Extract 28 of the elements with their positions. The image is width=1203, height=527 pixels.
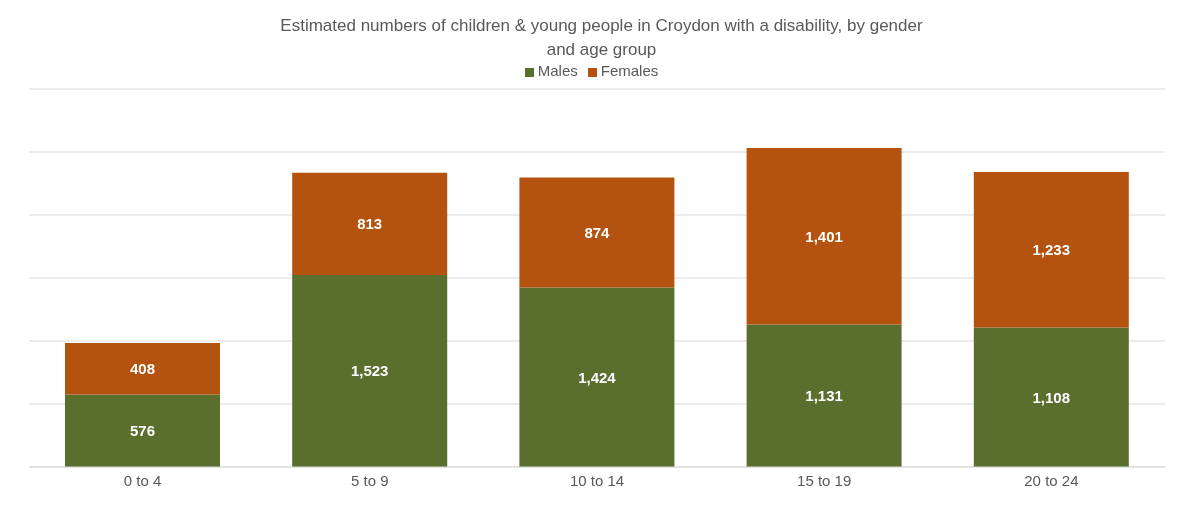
- data-label: 1,131: [805, 387, 843, 405]
- x-tick-label: 15 to 19: [797, 471, 852, 489]
- x-tick-label: 10 to 14: [569, 471, 625, 489]
- bar: [292, 172, 448, 276]
- bar: [292, 275, 448, 467]
- bar: [65, 343, 220, 395]
- x-tick-label: 5 to 9: [351, 471, 389, 489]
- data-label: 874: [584, 223, 611, 241]
- bar: [519, 177, 675, 288]
- data-label: 1,233: [1032, 241, 1071, 259]
- data-label: 576: [129, 422, 156, 440]
- bar: [519, 287, 675, 467]
- legend-label: Females: [600, 62, 659, 79]
- bar: [746, 147, 902, 325]
- bar: [746, 324, 902, 467]
- data-label: 1,401: [805, 227, 843, 245]
- bar: [973, 327, 1129, 467]
- bar: [973, 172, 1129, 328]
- data-label: 1,424: [578, 368, 617, 386]
- bar: [65, 394, 220, 467]
- chart-title: Estimated numbers of children & young people in Croydon with a disability, by gender and age group: [279, 15, 924, 61]
- data-label: 813: [357, 215, 383, 233]
- data-label: 1,523: [350, 362, 389, 380]
- legend-label: Males: [537, 62, 578, 79]
- data-label: 408: [129, 360, 156, 378]
- x-tick-label: 20 to 24: [1024, 471, 1079, 489]
- x-tick-label: 0 to 4: [123, 471, 162, 489]
- data-label: 1,108: [1032, 388, 1071, 406]
